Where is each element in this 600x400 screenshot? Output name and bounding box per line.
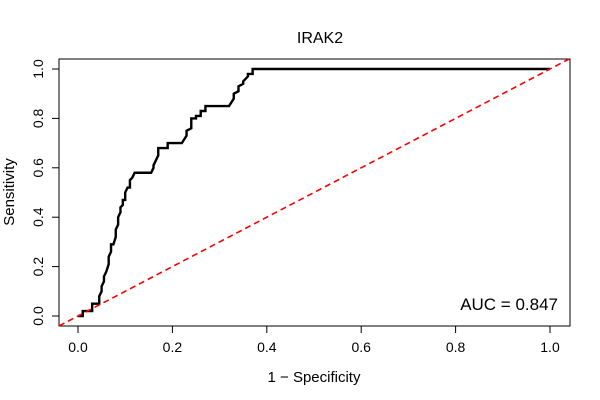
y-tick-label: 0.0: [30, 306, 46, 326]
series-layer: [58, 58, 570, 327]
y-tick-label: 0.4: [30, 207, 46, 227]
reference-diagonal-line: [58, 58, 570, 327]
x-tick-label: 0.0: [68, 339, 88, 355]
y-tick-label: 0.6: [30, 158, 46, 178]
chart-title: IRAK2: [297, 30, 343, 47]
x-tick-label: 1.0: [540, 339, 560, 355]
y-tick-label: 1.0: [30, 59, 46, 79]
x-tick-label: 0.8: [446, 339, 466, 355]
x-tick-label: 0.6: [351, 339, 371, 355]
auc-annotation: AUC = 0.847: [460, 295, 558, 314]
y-tick-label: 0.2: [30, 257, 46, 277]
y-tick-label: 0.8: [30, 108, 46, 128]
y-ticks: 0.0 0.2 0.4 0.6 0.8 1.0: [30, 59, 59, 326]
y-axis-label: Sensitivity: [1, 158, 18, 226]
plot-area-frame: [58, 58, 571, 327]
x-axis-label: 1 − Specificity: [268, 369, 361, 386]
y-axis: 0.0 0.2 0.4 0.6 0.8 1.0: [30, 59, 60, 326]
x-tick-label: 0.4: [257, 339, 277, 355]
x-axis: 0.0 0.2 0.4 0.6 0.8 1.0: [68, 325, 560, 355]
x-tick-label: 0.2: [163, 339, 183, 355]
roc-curve-line: [78, 67, 550, 318]
x-ticks: 0.0 0.2 0.4 0.6 0.8 1.0: [68, 326, 560, 355]
